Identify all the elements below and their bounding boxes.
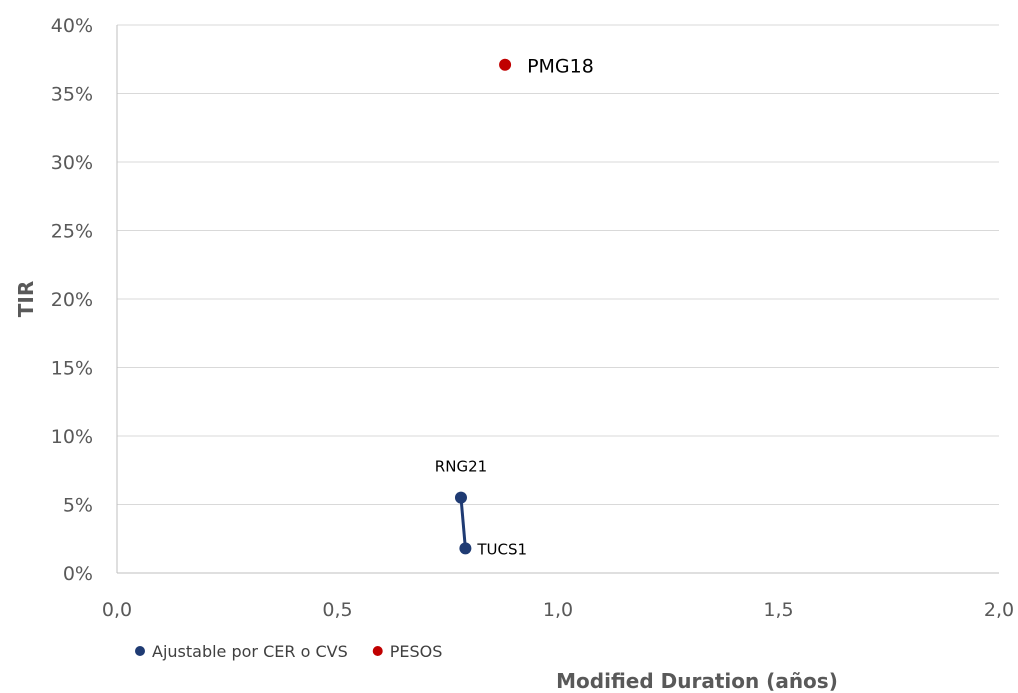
y-tick-label: 15% (51, 358, 93, 380)
y-tick-label: 35% (51, 84, 93, 106)
y-tick-label: 30% (51, 152, 93, 174)
y-tick-label: 5% (63, 495, 93, 517)
y-tick-label: 10% (51, 426, 93, 448)
data-point (499, 58, 512, 71)
data-label: TUCS1 (476, 540, 527, 558)
x-tick-label: 0,0 (102, 599, 132, 621)
x-tick-label: 2,0 (984, 599, 1014, 621)
data-series (454, 58, 512, 555)
legend-label: Ajustable por CER o CVS (152, 642, 348, 661)
data-label: PMG18 (527, 56, 594, 78)
data-point (459, 542, 472, 555)
y-tick-label: 20% (51, 289, 93, 311)
legend: Ajustable por CER o CVS PESOS (135, 642, 442, 661)
x-tick-label: 1,0 (543, 599, 573, 621)
x-axis-title: Modified Duration (años) (556, 669, 838, 693)
legend-marker (135, 646, 145, 656)
legend-marker (372, 646, 383, 656)
data-point (454, 491, 467, 504)
y-axis-title: TIR (14, 281, 38, 317)
x-tick-label: 1,5 (763, 599, 793, 621)
axes (116, 25, 999, 574)
x-tick-labels: 0,0 0,5 1,0 1,5 2,0 (102, 599, 1014, 621)
y-tick-label: 0% (63, 563, 93, 585)
legend-label: PESOS (390, 642, 443, 661)
data-labels: RNG21 TUCS1 PMG18 (435, 56, 594, 559)
grid (117, 24, 999, 505)
y-tick-label: 40% (51, 15, 93, 37)
y-tick-labels: 0% 5% 10% 15% 20% 25% 30% 35% 40% (51, 15, 93, 585)
series-line (459, 497, 467, 549)
y-tick-label: 25% (51, 221, 93, 243)
data-label: RNG21 (435, 458, 487, 476)
x-tick-label: 0,5 (322, 599, 352, 621)
